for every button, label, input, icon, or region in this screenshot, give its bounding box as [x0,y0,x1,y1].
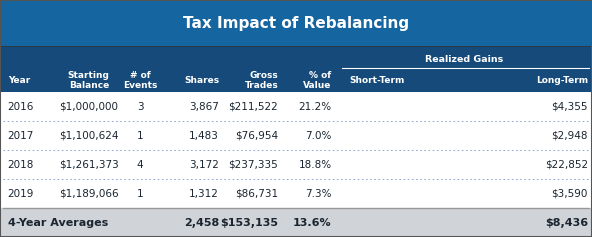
Text: Shares: Shares [184,76,219,85]
Text: $153,135: $153,135 [220,218,278,228]
Text: $237,335: $237,335 [229,160,278,170]
Text: 4-Year Averages: 4-Year Averages [8,218,108,228]
Text: 1: 1 [137,189,143,199]
Text: 7.3%: 7.3% [305,189,332,199]
Text: 1,483: 1,483 [189,131,219,141]
Text: $8,436: $8,436 [545,218,588,228]
Text: Year: Year [8,76,30,85]
Text: $86,731: $86,731 [235,189,278,199]
Text: Starting
Balance: Starting Balance [68,71,110,90]
Text: $1,261,373: $1,261,373 [59,160,118,170]
Bar [0,0,592,46]
Text: Short-Term: Short-Term [349,76,404,85]
Text: 3,867: 3,867 [189,102,219,112]
Text: $2,948: $2,948 [551,131,588,141]
Text: 18.8%: 18.8% [298,160,332,170]
Bar [0,208,592,237]
Text: 7.0%: 7.0% [305,131,332,141]
Text: 2016: 2016 [8,102,34,112]
Text: 2,458: 2,458 [184,218,219,228]
Text: # of
Events: # of Events [123,71,157,90]
Text: 1,312: 1,312 [189,189,219,199]
Text: $22,852: $22,852 [545,160,588,170]
Text: $4,355: $4,355 [551,102,588,112]
Bar [0,179,592,208]
Text: 13.6%: 13.6% [293,218,332,228]
Text: 21.2%: 21.2% [298,102,332,112]
Text: 3: 3 [137,102,143,112]
Text: $3,590: $3,590 [552,189,588,199]
Text: $1,000,000: $1,000,000 [59,102,118,112]
Text: 2019: 2019 [8,189,34,199]
Text: Tax Impact of Rebalancing: Tax Impact of Rebalancing [183,16,409,31]
Text: 1: 1 [137,131,143,141]
Text: 3,172: 3,172 [189,160,219,170]
Text: $1,189,066: $1,189,066 [59,189,118,199]
Text: Long-Term: Long-Term [536,76,588,85]
Bar [0,46,592,92]
Text: $76,954: $76,954 [235,131,278,141]
Bar [0,92,592,121]
Bar [0,150,592,179]
Text: % of
Value: % of Value [303,71,332,90]
Text: 2017: 2017 [8,131,34,141]
Bar [0,121,592,150]
Text: $211,522: $211,522 [229,102,278,112]
Text: 2018: 2018 [8,160,34,170]
Text: 4: 4 [137,160,143,170]
Text: Gross
Trades: Gross Trades [244,71,278,90]
Text: Realized Gains: Realized Gains [425,55,503,64]
Text: $1,100,624: $1,100,624 [59,131,118,141]
